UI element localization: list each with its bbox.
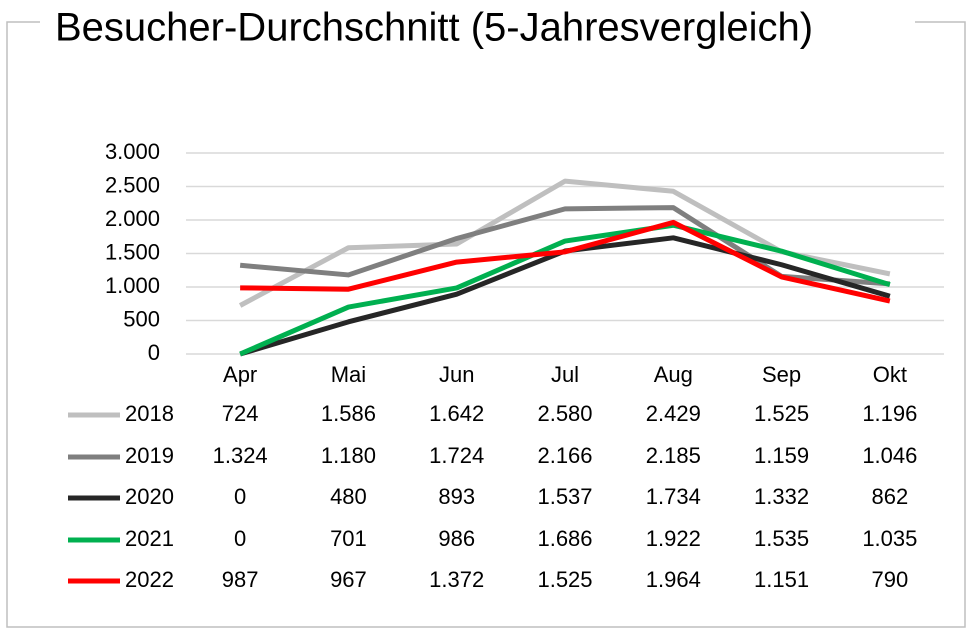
table-value: 790: [871, 567, 908, 592]
table-value: 1.686: [537, 526, 592, 551]
chart-title: Besucher-Durchschnitt (5-Jahresvergleich…: [55, 6, 813, 50]
table-value: 480: [330, 484, 367, 509]
y-tick-label: 0: [148, 340, 160, 365]
series-line: [240, 219, 891, 304]
table-value: 1.159: [754, 443, 809, 468]
x-tick-label: Aug: [654, 362, 693, 387]
table-value: 1.642: [429, 401, 484, 426]
table-value: 2.429: [646, 401, 701, 426]
table-value: 862: [871, 484, 908, 509]
table-value: 1.724: [429, 443, 484, 468]
table-value: 1.586: [321, 401, 376, 426]
y-tick-label: 2.000: [105, 206, 160, 231]
table-value: 1.537: [537, 484, 592, 509]
table-value: 967: [330, 567, 367, 592]
series-line: [239, 222, 891, 357]
legend-label: 2020: [125, 484, 174, 509]
table-value: 1.180: [321, 443, 376, 468]
legend-label: 2019: [125, 443, 174, 468]
table-value: 987: [222, 567, 259, 592]
y-tick-label: 3.000: [105, 139, 160, 164]
x-tick-label: Sep: [762, 362, 801, 387]
table-value: 0: [234, 484, 246, 509]
table-value: 1.525: [754, 401, 809, 426]
table-value: 1.525: [537, 567, 592, 592]
table-value: 701: [330, 526, 367, 551]
x-tick-label: Apr: [223, 362, 257, 387]
table-value: 1.151: [754, 567, 809, 592]
chart-frame: [6, 21, 966, 628]
table-value: 2.166: [537, 443, 592, 468]
x-tick-label: Jun: [439, 362, 474, 387]
table-value: 893: [438, 484, 475, 509]
legend-label: 2021: [125, 526, 174, 551]
table-value: 1.196: [862, 401, 917, 426]
y-tick-label: 1.000: [105, 273, 160, 298]
x-tick-label: Jul: [551, 362, 579, 387]
y-tick-label: 1.500: [105, 239, 160, 264]
legend-label: 2018: [125, 401, 174, 426]
table-value: 986: [438, 526, 475, 551]
table-value: 1.035: [862, 526, 917, 551]
table-value: 1.535: [754, 526, 809, 551]
table-value: 1.324: [213, 443, 268, 468]
table-value: 1.372: [429, 567, 484, 592]
table-value: 1.332: [754, 484, 809, 509]
table-value: 2.185: [646, 443, 701, 468]
table-value: 1.922: [646, 526, 701, 551]
table-value: 1.046: [862, 443, 917, 468]
y-tick-label: 500: [123, 306, 160, 331]
x-tick-label: Mai: [331, 362, 366, 387]
table-value: 1.964: [646, 567, 701, 592]
table-value: 0: [234, 526, 246, 551]
y-tick-label: 2.500: [105, 172, 160, 197]
series-line: [239, 205, 891, 287]
x-tick-label: Okt: [873, 362, 907, 387]
legend-label: 2022: [125, 567, 174, 592]
table-value: 1.734: [646, 484, 701, 509]
table-value: 724: [222, 401, 259, 426]
table-value: 2.580: [537, 401, 592, 426]
